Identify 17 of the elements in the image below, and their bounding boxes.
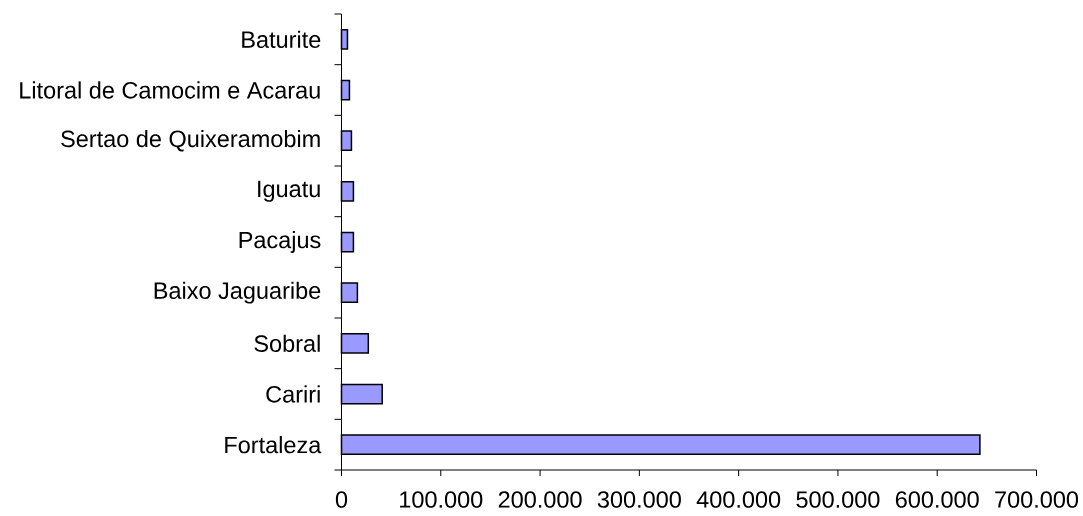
y-tick-label: Pacajus xyxy=(239,231,321,253)
y-tick-label: Sobral xyxy=(254,334,320,352)
y-tick-label: Sertao de Quixeramobim xyxy=(61,129,320,152)
x-tick-label: 0 xyxy=(335,491,348,508)
y-tick-label: Litoral de Camocim e Acarau xyxy=(20,81,320,99)
y-tick-label: Cariri xyxy=(266,385,320,403)
y-tick-label: Baixo Jaguaribe xyxy=(154,281,321,304)
y-tick-label: Fortaleza xyxy=(225,436,322,454)
y-tick-label: Baturite xyxy=(242,30,321,48)
x-tick-label: 200.000 xyxy=(498,491,582,508)
y-tick-label: Iguatu xyxy=(258,180,320,202)
x-tick-label: 700.000 xyxy=(995,491,1079,508)
x-tick-label: 600.000 xyxy=(895,491,979,508)
x-tick-label: 400.000 xyxy=(696,491,781,508)
x-tick-label: 300.000 xyxy=(597,491,681,508)
x-tick-label: 100.000 xyxy=(400,491,483,508)
x-tick-label: 500.000 xyxy=(796,491,880,508)
